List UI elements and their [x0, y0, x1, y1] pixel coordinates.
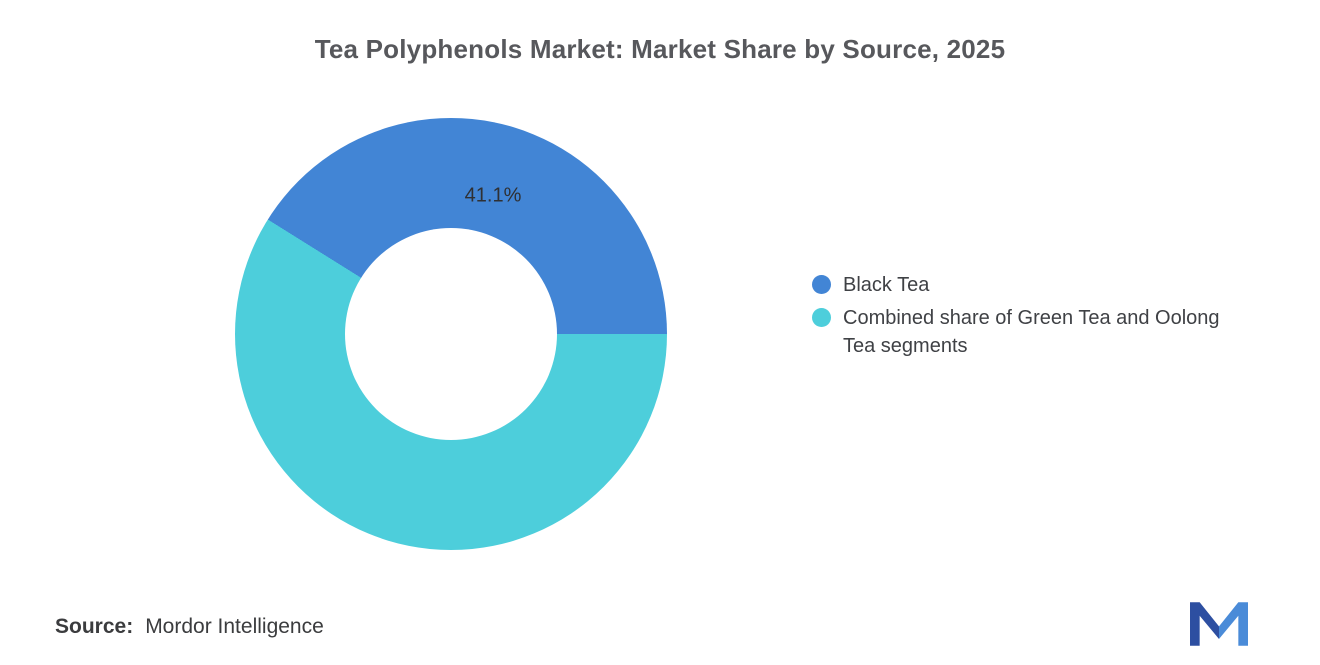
chart-legend: Black Tea Combined share of Green Tea an… — [812, 271, 1243, 360]
legend-label-combined-green-oolong: Combined share of Green Tea and Oolong T… — [843, 307, 1220, 357]
slice-data-label: 41.1% — [464, 184, 522, 207]
source-line: Source: Mordor Intelligence — [55, 615, 324, 639]
logo-m-left-shape — [1190, 602, 1219, 646]
legend-swatch-combined-green-oolong — [812, 308, 831, 327]
chart-title: Tea Polyphenols Market: Market Share by … — [314, 34, 1006, 64]
legend-item-combined-green-oolong[interactable]: Combined share of Green Tea and Oolong T… — [812, 304, 1243, 360]
logo-m-right-shape — [1219, 602, 1248, 646]
source-label: Source: — [55, 615, 134, 638]
legend-label-black-tea: Black Tea — [843, 274, 930, 296]
legend-item-black-tea[interactable]: Black Tea — [812, 271, 1243, 299]
donut-chart: 41.1% — [235, 118, 667, 550]
source-value: Mordor Intelligence — [145, 615, 324, 638]
mordor-intelligence-logo — [1190, 602, 1248, 646]
legend-swatch-black-tea — [812, 275, 831, 294]
donut-hole — [345, 228, 557, 440]
